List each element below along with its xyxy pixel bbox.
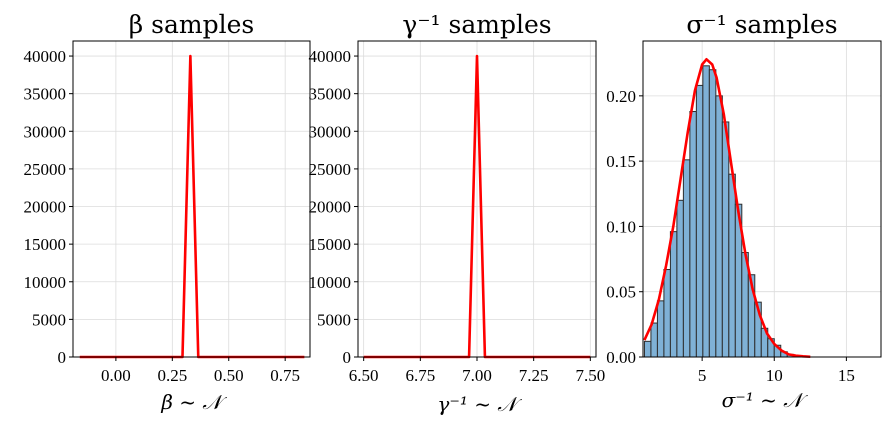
sigma-title: σ⁻¹ samples [686,10,837,39]
sigma-ytick-label: 0.05 [606,283,636,302]
beta-grid [73,41,310,358]
beta-xtick-label: 0.25 [157,366,187,385]
sigma-histogram-bar [702,65,710,358]
gamma-xtick-label: 7.00 [462,366,492,385]
sigma-histogram-bar [728,173,736,358]
beta-xtick-label: 0.75 [270,366,300,385]
gamma-ytick-label: 35000 [309,85,352,104]
sigma-ytick-label: 0.00 [606,348,636,367]
sigma-histogram-bar [676,199,684,358]
beta-ytick-label: 15000 [24,235,67,254]
sigma-xtick-label: 10 [766,366,783,385]
gamma-xlabel: γ⁻¹ ~ 𝒩 [437,392,522,416]
beta-ytick-label: 30000 [24,122,67,141]
gamma-ytick-label: 25000 [309,160,352,179]
sigma-ytick-label: 0.10 [606,217,636,236]
sigma-histogram-bar [656,300,665,358]
sigma-xtick-label: 15 [838,366,855,385]
beta-title: β samples [129,10,254,39]
beta-ytick-label: 5000 [32,310,66,329]
sigma-xtick-label: 5 [698,366,707,385]
beta-ytick-label: 40000 [24,47,67,66]
sigma-xlabel: σ⁻¹ ~ 𝒩 [722,388,809,412]
beta-axes-frame [72,40,311,358]
beta-ytick-label: 20000 [24,198,67,217]
gamma-ytick-label: 15000 [309,235,352,254]
sigma-density-curve [643,57,811,359]
beta-samples-panel: 0 5000 10000 15000 20000 25000 30000 35000 40000… [24,10,311,414]
gamma-ytick-label: 10000 [309,273,352,292]
beta-xtick-label: 0.50 [214,366,244,385]
gamma-ticks: 0 5000 10000 15000 20000 25000 30000 35000 40000… [309,47,606,385]
beta-xtick-label: 0.00 [101,366,131,385]
sigma-histogram-bar [721,121,730,358]
sigma-histogram-bar [689,111,697,358]
sigma-histogram-bar [695,84,704,358]
gamma-ytick-label: 0 [343,348,352,367]
sigma-axes-frame [642,40,882,358]
gamma-ytick-label: 30000 [309,122,352,141]
gamma-inverse-samples-panel: 0 5000 10000 15000 20000 25000 30000 35000 40000… [309,10,606,416]
sigma-histogram-bar [650,322,658,358]
sigma-ticks: 0.00 0.05 0.10 0.15 0.20 5 10 15 [606,87,855,385]
beta-ytick-label: 35000 [24,85,67,104]
sigma-histogram-bar [715,95,723,358]
sigma-plot-area [643,57,811,359]
gamma-xtick-label: 6.75 [405,366,435,385]
beta-xlabel: β ~ 𝒩 [160,390,227,414]
beta-ytick-label: 25000 [24,160,67,179]
gamma-ytick-label: 40000 [309,47,352,66]
sigma-histogram-bar [643,340,652,358]
sigma-histogram-bar [663,269,671,358]
sigma-histogram-bar [669,231,678,358]
gamma-ytick-label: 20000 [309,198,352,217]
sigma-ytick-label: 0.20 [606,87,636,106]
sigma-inverse-samples-panel: 0.00 0.05 0.10 0.15 0.20 5 10 15 σ⁻¹ samples σ⁻… [606,10,882,412]
gamma-ytick-label: 5000 [317,310,351,329]
gamma-xtick-label: 6.50 [349,366,379,385]
gamma-xtick-label: 7.50 [575,366,605,385]
gamma-title: γ⁻¹ samples [402,10,551,39]
sigma-ytick-label: 0.15 [606,152,636,171]
beta-ticks: 0 5000 10000 15000 20000 25000 30000 35000 40000… [24,47,301,385]
sigma-histogram-bar [708,69,717,358]
sigma-histogram-bar [682,159,691,358]
gamma-xtick-label: 7.25 [519,366,549,385]
beta-ytick-label: 0 [58,348,67,367]
beta-ytick-label: 10000 [24,273,67,292]
